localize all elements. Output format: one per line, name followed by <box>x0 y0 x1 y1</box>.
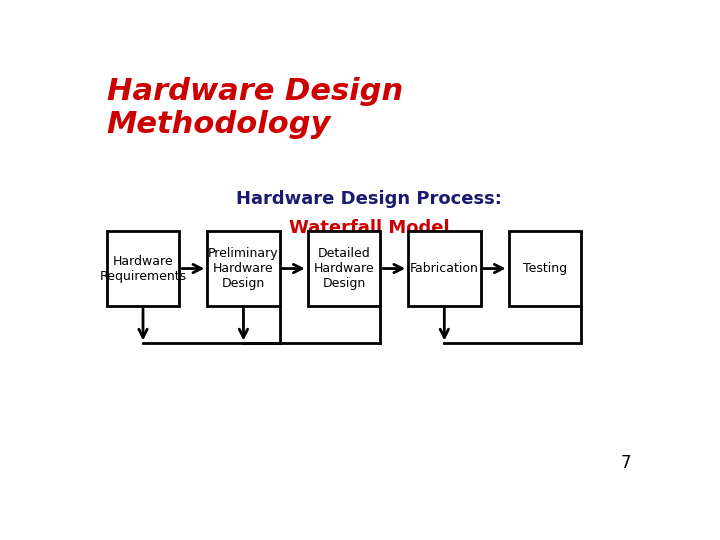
Bar <box>207 231 280 306</box>
Text: Testing: Testing <box>523 262 567 275</box>
Bar <box>107 231 179 306</box>
Text: Waterfall Model: Waterfall Model <box>289 219 449 237</box>
Text: Hardware Design
Methodology: Hardware Design Methodology <box>107 77 403 139</box>
Bar <box>408 231 481 306</box>
Text: Preliminary
Hardware
Design: Preliminary Hardware Design <box>208 247 279 290</box>
Text: Hardware Design Process:: Hardware Design Process: <box>236 190 502 207</box>
Text: Fabrication: Fabrication <box>410 262 479 275</box>
Text: 7: 7 <box>621 454 631 472</box>
Bar <box>508 231 581 306</box>
Text: Detailed
Hardware
Design: Detailed Hardware Design <box>314 247 374 290</box>
Bar <box>307 231 380 306</box>
Text: Hardware
Requirements: Hardware Requirements <box>99 254 186 282</box>
